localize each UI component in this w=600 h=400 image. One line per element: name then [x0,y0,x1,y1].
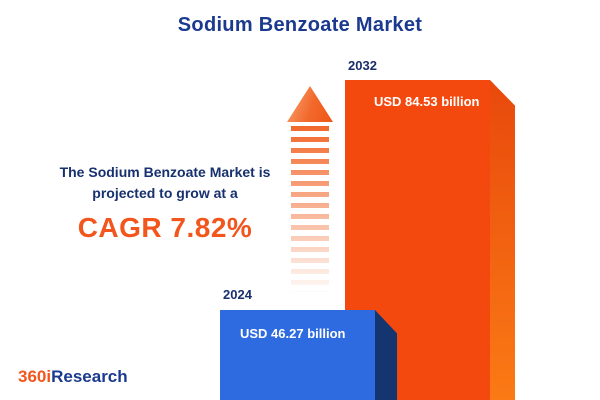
brand-logo: 360iResearch [18,367,128,387]
description-line-1: The Sodium Benzoate Market is [59,164,271,180]
description-block: The Sodium Benzoate Market is projected … [25,162,305,244]
description-line-2: projected to grow at a [92,185,238,201]
growth-arrow-fade [291,126,329,292]
bar-2032-side [490,80,515,400]
bar-2024-value-label: USD 46.27 billion [240,326,346,341]
bar-2024-year-label: 2024 [223,287,252,302]
brand-logo-suffix: Research [51,367,128,386]
growth-arrow-head [287,86,333,122]
page-title: Sodium Benzoate Market [177,14,423,36]
growth-arrow-icon [287,86,333,292]
bar-2024 [220,310,375,400]
bar-2032-year-label: 2032 [348,58,377,73]
bar-2024-side [375,310,397,400]
cagr-value: CAGR 7.82% [77,212,253,243]
brand-logo-prefix: 360i [18,367,52,386]
bar-2032-value-label: USD 84.53 billion [374,94,480,109]
